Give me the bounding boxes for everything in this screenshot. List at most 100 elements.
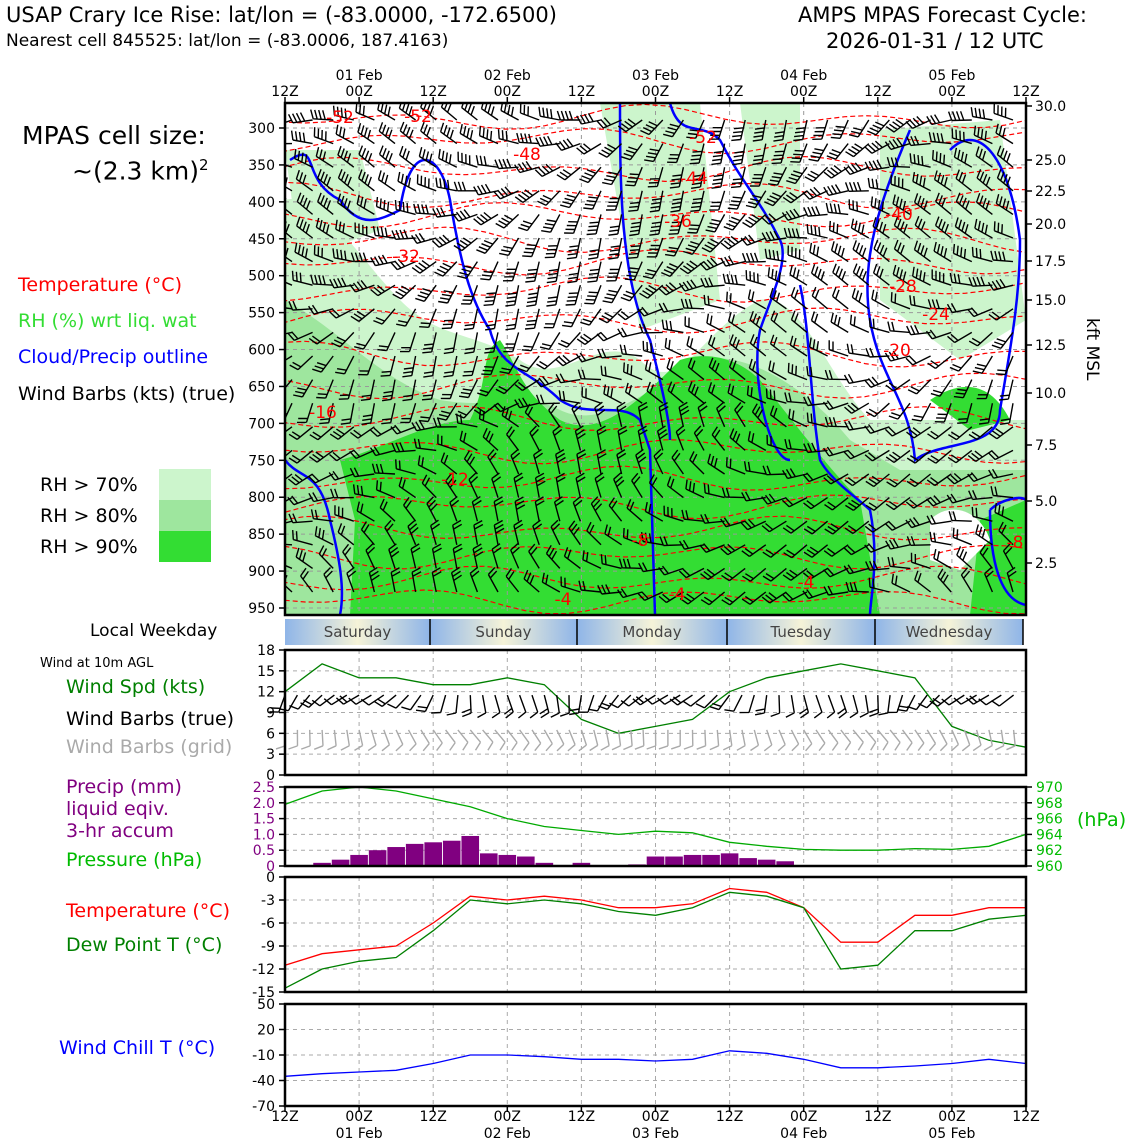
wind10m-barb-grid — [367, 729, 377, 752]
panel-tick-label: 0.5 — [253, 843, 275, 859]
wind-barb — [399, 332, 417, 353]
wind-barb — [830, 241, 849, 263]
wind-barb — [907, 379, 932, 395]
wind-barb — [518, 213, 540, 232]
precip-bar — [535, 862, 554, 866]
wind10m-barb-grid — [972, 729, 982, 752]
wind-barb — [606, 261, 623, 282]
wind-barb — [996, 168, 1014, 192]
wind-barb — [933, 170, 952, 192]
wind-barb — [627, 237, 643, 259]
wind-barb — [994, 502, 1014, 522]
temperature-label: -44 — [680, 169, 708, 189]
wind10m-barb-grid — [313, 729, 324, 750]
wind-barb — [823, 567, 849, 578]
wind-barb — [390, 567, 401, 593]
wind-barb — [418, 402, 437, 423]
bottom-date-label: 01 Feb — [336, 1126, 383, 1140]
wind10m-barb-grid — [506, 729, 518, 751]
wind-barb — [823, 544, 849, 557]
wind-barb — [975, 146, 993, 168]
wind-barb — [335, 219, 355, 239]
wind-barb — [464, 332, 479, 355]
wind-barb — [375, 196, 396, 216]
wind-barb — [865, 347, 890, 358]
wind10m-barb-true — [869, 695, 879, 717]
wind-barb — [990, 486, 1014, 499]
wind10m-barb-true — [529, 694, 539, 719]
wind-barb — [510, 543, 520, 569]
temperature-contour — [285, 103, 1026, 130]
wind10m-barb-grid — [543, 729, 553, 752]
wind-barb — [872, 217, 890, 239]
wind-barb — [680, 298, 705, 310]
wind-barb — [667, 143, 685, 164]
wind-barb — [720, 255, 746, 267]
wind-barb — [823, 184, 849, 196]
bottom-date-label: 05 Feb — [928, 1126, 975, 1140]
top-hour-label: 00Z — [494, 84, 521, 100]
pressure-tick-label: 400 — [248, 195, 275, 211]
panel-frame — [283, 648, 1028, 777]
kft-tick-label: 30.0 — [1035, 99, 1066, 115]
wind-barb — [703, 294, 725, 310]
wind-barb — [334, 505, 355, 522]
wind-barb — [885, 118, 911, 133]
wind10m-barb-grid — [623, 729, 633, 751]
wind-barb — [971, 246, 993, 263]
wind-barb — [432, 207, 457, 218]
wind-barb — [402, 379, 417, 402]
wind10m-barb-true — [401, 694, 422, 711]
wind-barb — [742, 567, 767, 582]
wind-barb — [524, 308, 540, 330]
wind-barb — [285, 543, 293, 546]
wind10m-barb-grid — [750, 729, 760, 752]
wind10m-barb-grid — [658, 729, 669, 750]
wind10m-barb-grid — [889, 729, 901, 751]
wind-barb — [708, 357, 726, 381]
wind-barb — [514, 189, 540, 203]
wind10m-barb-true — [348, 694, 372, 705]
wind-barb — [308, 449, 334, 463]
wind-barb — [769, 334, 787, 357]
wind-barb — [480, 261, 499, 281]
wind-barb — [765, 388, 787, 404]
wind-barb — [786, 166, 808, 185]
wind-barb — [287, 495, 313, 506]
temperature-contour — [285, 249, 1026, 276]
pressure-tick-label: 700 — [248, 416, 275, 432]
wind-barb — [955, 192, 973, 215]
pressure-line — [284, 786, 1027, 851]
wind-barb — [812, 119, 829, 140]
wind-barb — [372, 225, 396, 239]
wind-barb — [892, 194, 911, 215]
wind-barb — [640, 531, 663, 546]
wind10m-barb-true — [539, 694, 550, 719]
panel-tick-label: 0 — [266, 768, 275, 784]
wind-barb — [684, 316, 705, 334]
wind-barb — [824, 520, 849, 535]
wind-barb — [730, 167, 746, 189]
wind-barb — [761, 230, 787, 242]
wind-barb — [790, 310, 808, 333]
wind-barb — [764, 248, 787, 263]
wind-barb — [378, 122, 396, 145]
wind-barb — [285, 402, 293, 421]
wind10m-barb-grid — [696, 729, 707, 750]
wind-barb — [315, 217, 334, 239]
wind-barb — [848, 119, 870, 138]
wind-barb — [613, 472, 625, 498]
wind-barb — [576, 449, 587, 475]
wind-barb — [745, 270, 766, 286]
wind-barb — [608, 214, 623, 236]
wind-barb — [864, 424, 890, 434]
wind-barb — [317, 169, 334, 192]
top-hour-label: 00Z — [642, 84, 669, 100]
wind-barb — [416, 174, 437, 192]
wind-barb — [452, 519, 463, 545]
wind-barb — [767, 267, 787, 286]
wind-barb — [937, 568, 952, 593]
wind-barb — [598, 308, 623, 324]
wind-barb — [946, 472, 973, 485]
wind-barb — [832, 263, 849, 286]
